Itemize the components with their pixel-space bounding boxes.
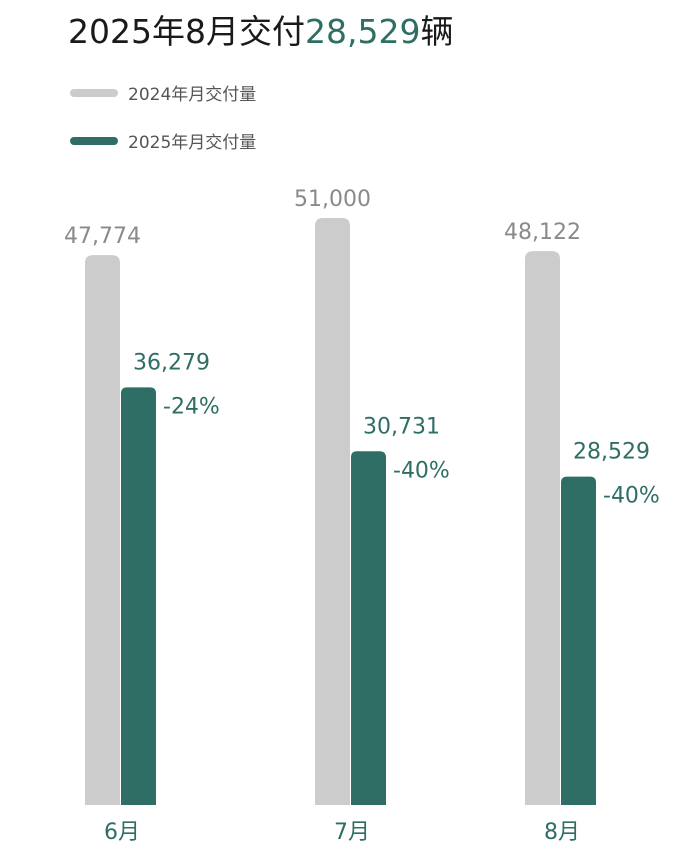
change-label-2: -40% — [393, 458, 450, 483]
bar-2025-1 — [121, 387, 156, 805]
title-highlight-number: 28,529 — [304, 12, 421, 51]
change-label-3: -40% — [603, 484, 660, 509]
data-label-2024-2: 51,000 — [294, 187, 371, 212]
title-suffix: 辆 — [420, 12, 454, 51]
bar-2024-3 — [525, 251, 560, 805]
bar-2025-3 — [561, 476, 596, 805]
legend-swatch-2024 — [70, 88, 118, 97]
legend-item-2025: 2025年月交付量 — [70, 128, 256, 153]
bar-2025-2 — [351, 451, 386, 805]
bar-2024-1 — [85, 255, 120, 806]
legend-swatch-2025 — [70, 136, 118, 145]
data-label-2024-3: 48,122 — [504, 220, 581, 245]
category-label-1: 6月 — [104, 820, 140, 845]
change-label-1: -24% — [163, 394, 220, 419]
category-label-3: 8月 — [544, 820, 580, 845]
data-label-2024-1: 47,774 — [64, 224, 141, 249]
legend-item-2024: 2024年月交付量 — [70, 80, 256, 105]
data-label-2025-2: 30,731 — [363, 414, 440, 439]
category-label-2: 7月 — [334, 820, 370, 845]
data-label-2025-1: 36,279 — [133, 350, 210, 375]
bar-2024-2 — [315, 218, 350, 805]
data-label-2025-3: 28,529 — [573, 440, 650, 465]
legend-label-2025: 2025年月交付量 — [128, 133, 257, 153]
title-prefix: 2025年8月交付 — [68, 12, 305, 51]
chart-title: 2025年8月交付28,529辆 — [68, 10, 453, 54]
legend-label-2024: 2024年月交付量 — [128, 85, 257, 105]
